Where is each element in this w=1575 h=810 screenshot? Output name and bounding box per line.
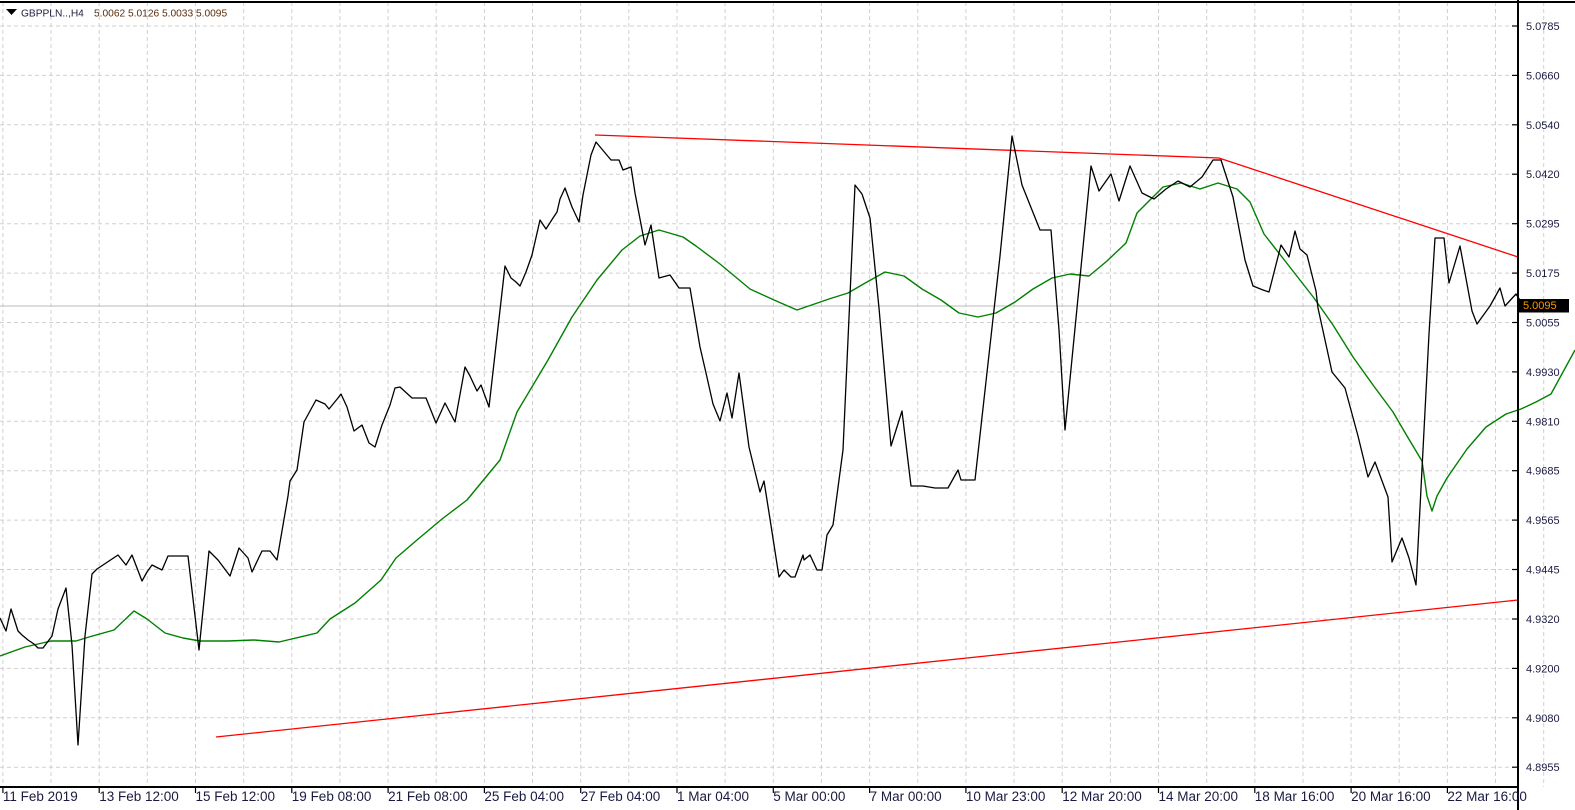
svg-text:4.9080: 4.9080 — [1526, 713, 1560, 725]
svg-text:4.9445: 4.9445 — [1526, 565, 1560, 577]
svg-text:19 Feb 08:00: 19 Feb 08:00 — [292, 789, 372, 804]
svg-text:5.0175: 5.0175 — [1526, 268, 1560, 280]
svg-text:4.9685: 4.9685 — [1526, 466, 1560, 478]
svg-text:10 Mar 23:00: 10 Mar 23:00 — [966, 789, 1046, 804]
svg-text:5.0295: 5.0295 — [1526, 219, 1560, 231]
svg-text:7 Mar 00:00: 7 Mar 00:00 — [870, 789, 942, 804]
svg-text:5.0055: 5.0055 — [1526, 318, 1560, 330]
svg-text:18 Mar 16:00: 18 Mar 16:00 — [1255, 789, 1335, 804]
svg-text:5.0660: 5.0660 — [1526, 70, 1560, 82]
svg-text:GBPPLN..,H4: GBPPLN..,H4 — [21, 9, 84, 20]
svg-text:11 Feb 2019: 11 Feb 2019 — [3, 789, 78, 804]
svg-text:1 Mar 04:00: 1 Mar 04:00 — [677, 789, 749, 804]
svg-text:4.9200: 4.9200 — [1526, 663, 1560, 675]
svg-text:4.9320: 4.9320 — [1526, 614, 1560, 626]
svg-text:15 Feb 12:00: 15 Feb 12:00 — [196, 789, 276, 804]
svg-text:4.9930: 4.9930 — [1526, 367, 1560, 379]
svg-text:5.0095: 5.0095 — [1523, 300, 1557, 312]
svg-text:27 Feb 04:00: 27 Feb 04:00 — [581, 789, 661, 804]
svg-text:12 Mar 20:00: 12 Mar 20:00 — [1062, 789, 1142, 804]
svg-text:4.8955: 4.8955 — [1526, 762, 1560, 774]
svg-text:5.0062 5.0126 5.0033 5.0095: 5.0062 5.0126 5.0033 5.0095 — [94, 9, 227, 20]
svg-text:5.0540: 5.0540 — [1526, 120, 1560, 132]
svg-text:5 Mar 00:00: 5 Mar 00:00 — [773, 789, 845, 804]
svg-text:20 Mar 16:00: 20 Mar 16:00 — [1351, 789, 1431, 804]
svg-text:22 Mar 16:00: 22 Mar 16:00 — [1447, 789, 1527, 804]
svg-text:4.9810: 4.9810 — [1526, 416, 1560, 428]
svg-text:21 Feb 08:00: 21 Feb 08:00 — [388, 789, 468, 804]
svg-text:4.9565: 4.9565 — [1526, 515, 1560, 527]
svg-text:25 Feb 04:00: 25 Feb 04:00 — [484, 789, 564, 804]
svg-text:14 Mar 20:00: 14 Mar 20:00 — [1159, 789, 1239, 804]
svg-text:13 Feb 12:00: 13 Feb 12:00 — [99, 789, 179, 804]
svg-text:5.0420: 5.0420 — [1526, 169, 1560, 181]
svg-text:5.0785: 5.0785 — [1526, 21, 1560, 33]
